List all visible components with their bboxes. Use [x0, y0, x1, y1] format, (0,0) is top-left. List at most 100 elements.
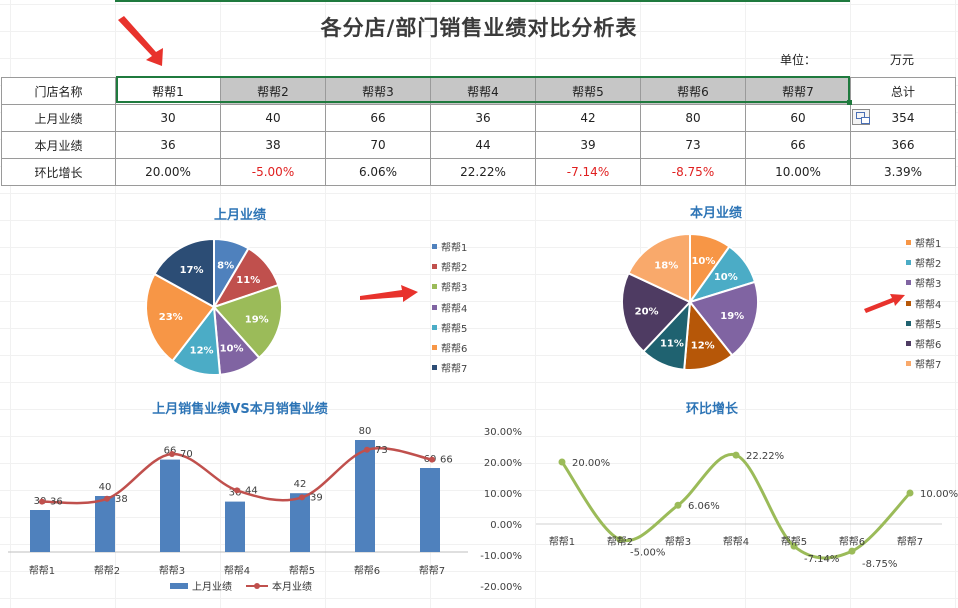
legend-item: 帮帮2	[432, 256, 467, 276]
mix-line-label: 39	[310, 492, 323, 503]
line-y-tick-label: 20.00%	[484, 458, 522, 469]
legend-label: 帮帮2	[441, 262, 468, 274]
growth-line-point	[674, 501, 682, 509]
legend-label: 帮帮6	[915, 340, 942, 352]
legend-swatch	[432, 263, 437, 269]
table-cell[interactable]: 30	[115, 104, 221, 132]
growth-value-label: -8.75%	[862, 559, 897, 570]
mix-bar-label: 66	[164, 446, 177, 457]
mix-line-label: 38	[115, 494, 128, 505]
pie1-legend: 帮帮1 帮帮2 帮帮3 帮帮4 帮帮5 帮帮6 帮帮7	[432, 236, 467, 378]
legend-item: 帮帮6	[906, 333, 941, 353]
mix-line-label: 66	[440, 455, 453, 466]
paste-options-icon[interactable]	[852, 109, 870, 125]
growth-x-tick-label: 帮帮6	[839, 536, 865, 548]
legend-swatch	[432, 304, 437, 310]
line-y-tick-label: -20.00%	[480, 582, 522, 593]
growth-value-label: 20.00%	[572, 458, 610, 469]
header-store-7[interactable]: 帮帮7	[745, 77, 851, 105]
pie2-title: 本月业绩	[689, 206, 742, 221]
mix-line-point	[299, 494, 305, 501]
mix-bar-label: 80	[359, 426, 372, 437]
mix-bar-label: 36	[229, 488, 242, 499]
header-store-3[interactable]: 帮帮3	[325, 77, 431, 105]
legend-label: 帮帮3	[915, 279, 942, 291]
legend-swatch	[906, 259, 911, 265]
legend-swatch	[906, 361, 911, 367]
row-label[interactable]: 上月业绩	[1, 104, 116, 132]
mix-x-tick-label: 帮帮7	[419, 565, 445, 577]
legend-label: 帮帮5	[915, 319, 942, 331]
legend-item: 帮帮6	[432, 337, 467, 357]
pie1-title: 上月业绩	[213, 208, 266, 223]
legend-item: 帮帮1	[432, 236, 467, 256]
table-cell[interactable]: 70	[325, 131, 431, 159]
mix-x-tick-label: 帮帮1	[29, 565, 55, 577]
table-cell[interactable]: -8.75%	[640, 158, 746, 186]
mix-x-tick-label: 帮帮6	[354, 565, 380, 577]
fill-handle[interactable]	[847, 100, 852, 105]
table-cell[interactable]: 73	[640, 131, 746, 159]
legend-swatch	[906, 320, 911, 326]
legend-swatch	[906, 239, 911, 245]
arrow-icon	[864, 294, 905, 313]
pie2-slice-label: 18%	[654, 261, 678, 272]
legend-item: 帮帮4	[906, 293, 941, 313]
mix-bar-label: 40	[99, 482, 112, 493]
legend-label: 帮帮4	[441, 303, 468, 315]
growth-x-tick-label: 帮帮3	[665, 536, 691, 548]
header-store-6[interactable]: 帮帮6	[640, 77, 746, 105]
growth-x-tick-label: 帮帮2	[607, 536, 633, 548]
mix-line-point	[234, 487, 240, 494]
pie1-slice	[145, 272, 216, 363]
sales-table: 门店名称 帮帮1 帮帮2 帮帮3 帮帮4 帮帮5 帮帮6 帮帮7 总计 上月业绩…	[1, 77, 956, 186]
header-total[interactable]: 总计	[850, 77, 956, 105]
mix-bar-label: 42	[294, 479, 307, 490]
legend-swatch	[170, 582, 188, 589]
legend-swatch	[246, 582, 268, 590]
mix-line-label: 73	[375, 445, 388, 456]
mix-line-point	[39, 498, 45, 505]
mix-line-label: 36	[50, 497, 63, 508]
legend-label: 帮帮7	[915, 360, 942, 372]
legend-label: 帮帮7	[441, 364, 468, 376]
table-cell[interactable]: 22.22%	[430, 158, 536, 186]
legend-swatch	[432, 243, 437, 249]
growth-x-tick-label: 帮帮1	[549, 536, 575, 548]
growth-value-label: 6.06%	[688, 501, 720, 512]
table-cell[interactable]: 20.00%	[115, 158, 221, 186]
table-cell[interactable]: 39	[535, 131, 641, 159]
table-cell[interactable]: -7.14%	[535, 158, 641, 186]
legend-label: 帮帮3	[441, 283, 468, 295]
mix-chart-title: 上月销售业绩VS本月销售业绩	[152, 402, 328, 417]
legend-label: 本月业绩	[272, 582, 312, 593]
line-y-tick-label: 30.00%	[484, 427, 522, 438]
table-cell[interactable]: 6.06%	[325, 158, 431, 186]
arrow-icon	[118, 16, 163, 66]
table-cell[interactable]: 44	[430, 131, 536, 159]
total-cell[interactable]: 3.39%	[850, 158, 956, 186]
line-chart-title: 环比增长	[685, 402, 738, 417]
table-cell[interactable]: 80	[640, 104, 746, 132]
growth-line-point	[906, 489, 914, 497]
mix-x-tick-label: 帮帮2	[94, 565, 120, 577]
pie1-slice-label: 19%	[245, 314, 269, 325]
row-label[interactable]: 环比增长	[1, 158, 116, 186]
pie2-slice	[688, 280, 759, 357]
table-cell[interactable]: 10.00%	[745, 158, 851, 186]
line-y-tick-label: 10.00%	[484, 489, 522, 500]
legend-item: 帮帮1	[906, 232, 941, 252]
mix-line-point	[429, 456, 435, 463]
growth-x-tick-label: 帮帮4	[723, 536, 749, 548]
table-cell[interactable]: 60	[745, 104, 851, 132]
legend-swatch	[906, 280, 911, 286]
mix-bar	[420, 468, 440, 552]
header-store-2[interactable]: 帮帮2	[220, 77, 326, 105]
header-store-5[interactable]: 帮帮5	[535, 77, 641, 105]
mix-bar	[225, 501, 245, 552]
pie1-slice-label: 12%	[190, 345, 214, 356]
line-y-tick-label: 0.00%	[490, 520, 522, 531]
table-cell[interactable]: -5.00%	[220, 158, 326, 186]
table-cell[interactable]: 42	[535, 104, 641, 132]
